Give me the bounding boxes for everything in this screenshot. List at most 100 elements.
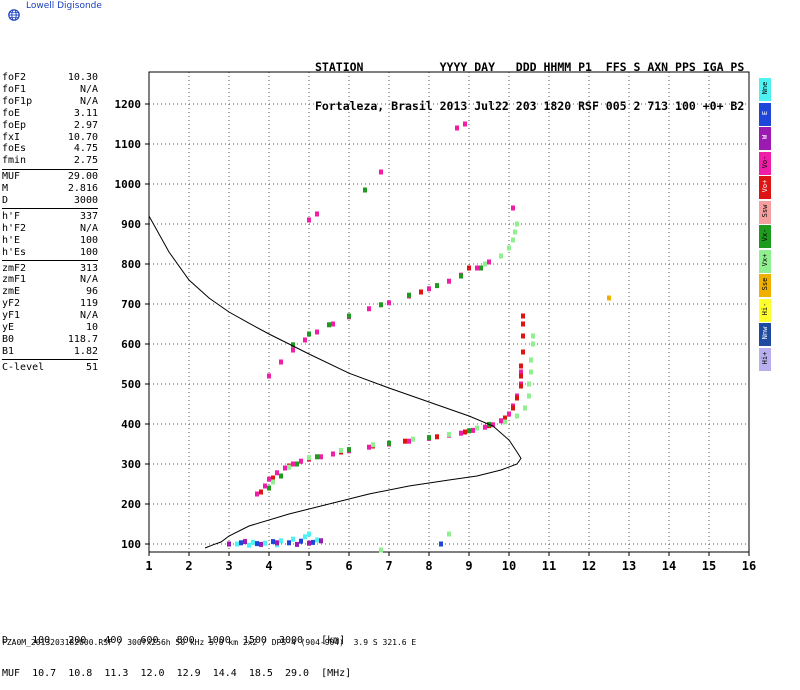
echo-point (447, 431, 451, 437)
param-row: fmin 2.75 (2, 155, 98, 167)
echo-point (499, 418, 503, 424)
param-row: foF2 10.30 (2, 72, 98, 84)
echo-point (513, 229, 517, 235)
param-value: 2.816 (67, 183, 98, 195)
legend-label: W (761, 134, 769, 140)
param-separator (2, 168, 98, 170)
param-name: MUF (2, 171, 21, 183)
echo-point (439, 541, 443, 547)
param-value: 313 (79, 262, 98, 274)
legend-swatch: Nne (759, 78, 771, 101)
x-tick-label: 4 (265, 559, 272, 573)
param-value: 10 (85, 322, 98, 333)
echo-point (519, 383, 523, 389)
echo-point (319, 454, 323, 460)
echo-point (255, 491, 259, 497)
x-tick-label: 5 (305, 559, 312, 573)
echo-point (483, 424, 487, 430)
echo-point (287, 540, 291, 546)
echo-point (503, 419, 507, 425)
param-row: B1 1.82 (2, 346, 98, 358)
param-name: h'E (2, 234, 21, 246)
legend-swatch: Ssw (759, 200, 771, 224)
echo-point (263, 483, 267, 489)
echo-point (279, 359, 283, 365)
param-name: yF2 (2, 298, 21, 310)
echo-traces (227, 121, 611, 553)
echo-point (291, 347, 295, 353)
echo-point (303, 337, 307, 343)
echo-point (521, 333, 525, 339)
echo-point (521, 313, 525, 319)
x-tick-label: 14 (662, 559, 676, 573)
param-value: 1.82 (73, 345, 98, 357)
param-name: zmF2 (2, 262, 27, 274)
y-axis: 100 200 300 400 500 600 700 800 900 1000 1100 1200 (115, 98, 149, 551)
y-tick-label: 800 (121, 258, 141, 271)
echo-point (251, 539, 255, 545)
echo-point (467, 265, 471, 271)
plot-frame (148, 71, 750, 553)
echo-point (307, 540, 311, 546)
echo-point (307, 455, 311, 461)
echo-point (531, 333, 535, 339)
param-value: 10.30 (67, 72, 98, 83)
legend-label: Vo+ (761, 179, 769, 193)
param-value: 3.11 (73, 107, 98, 119)
trace-e (239, 538, 443, 547)
legend-swatch: E (759, 102, 771, 126)
param-value: 4.75 (73, 143, 98, 155)
legend-label: Ssw (761, 204, 769, 217)
echo-point (407, 438, 411, 444)
echo-point (529, 357, 533, 363)
echo-point (271, 539, 275, 545)
echo-point (387, 300, 391, 306)
param-value: 29.00 (67, 171, 98, 183)
param-row: foE 3.11 (2, 108, 98, 120)
x-tick-label: 11 (542, 559, 556, 573)
echo-point (521, 321, 525, 327)
echo-point (515, 221, 519, 227)
legend-label: Vx+ (761, 253, 769, 266)
echo-point (291, 536, 295, 542)
echo-point (291, 342, 295, 348)
x-tick-label: 10 (502, 559, 516, 573)
param-value: 10.70 (67, 131, 98, 143)
y-tick-label: 900 (121, 218, 141, 231)
legend-swatch: Vo- (759, 151, 771, 175)
x-tick-label: 12 (582, 559, 596, 573)
echo-point (435, 283, 439, 289)
param-value: N/A (79, 222, 98, 234)
echo-point (379, 169, 383, 175)
echo-point (515, 395, 519, 401)
echo-point (319, 538, 323, 544)
echo-point (303, 534, 307, 540)
param-value: N/A (79, 274, 98, 286)
x-tick-label: 7 (385, 559, 392, 573)
param-separator (2, 208, 98, 210)
param-row: yF2 119 (2, 298, 98, 310)
legend-swatch: Vo+ (759, 176, 771, 199)
echo-point (347, 447, 351, 453)
param-value: N/A (79, 95, 98, 107)
param-name: zmE (2, 286, 21, 298)
echo-point (371, 442, 375, 448)
muf-frequency-row: MUF 10.7 10.8 11.3 12.0 12.9 14.4 18.5 2… (2, 668, 352, 679)
param-name: D (2, 195, 9, 206)
echo-point (259, 489, 263, 495)
echo-point (607, 295, 611, 301)
param-value: N/A (79, 83, 98, 95)
param-row: foF1p N/A (2, 96, 98, 108)
x-tick-label: 13 (622, 559, 636, 573)
param-row: foEs 4.75 (2, 143, 98, 155)
param-name: foEs (2, 143, 27, 155)
param-row: M 2.816 (2, 183, 98, 195)
param-name: h'Es (2, 246, 27, 258)
echo-point (315, 454, 319, 460)
legend-swatch: Hi- (759, 298, 771, 322)
y-tick-label: 600 (121, 338, 141, 351)
echo-point (287, 464, 291, 470)
param-name: fmin (2, 155, 27, 167)
echo-point (279, 473, 283, 479)
echo-point (243, 539, 247, 545)
